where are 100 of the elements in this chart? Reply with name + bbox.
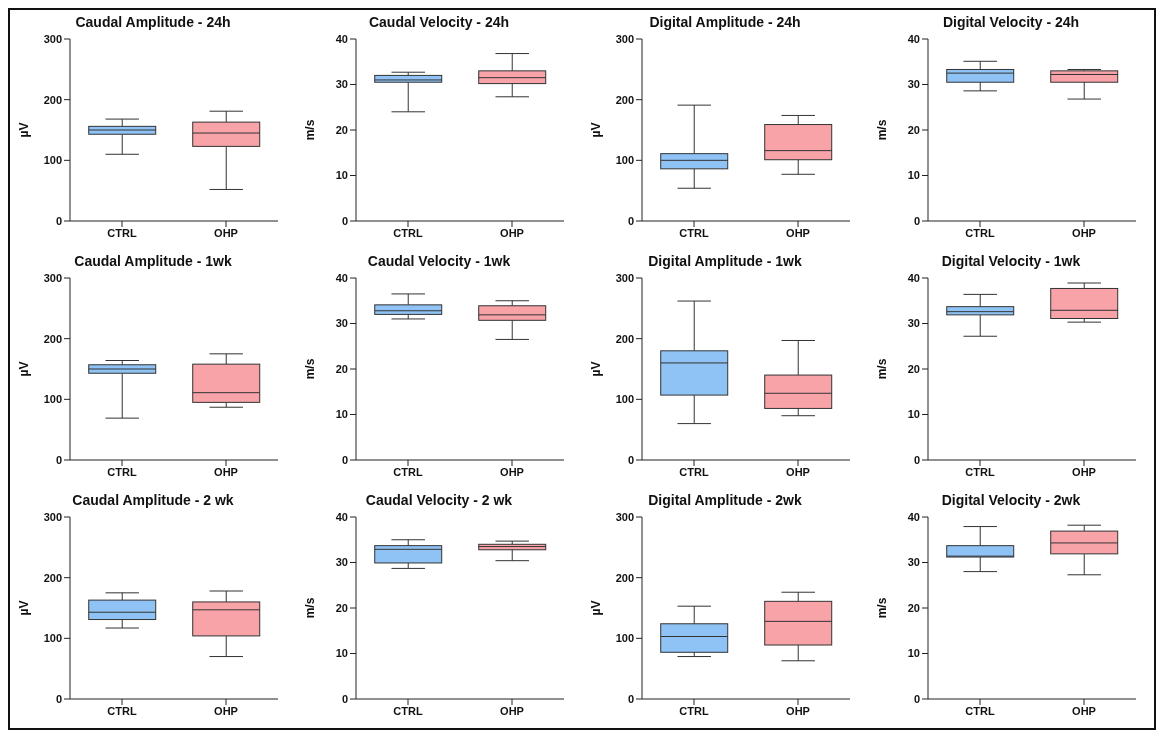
y-tick-label: 100 bbox=[615, 393, 634, 406]
y-tick-label: 100 bbox=[43, 393, 62, 406]
y-tick-label: 10 bbox=[907, 408, 920, 421]
y-tick-label: 0 bbox=[55, 693, 62, 706]
y-tick-label: 10 bbox=[335, 169, 348, 182]
x-tick-label: OHP bbox=[500, 705, 524, 718]
figure-frame: Caudal Amplitude - 24h CTRL OHP 0 100 200 300 µV Caudal Velocity - 24h CTRL OHP 0 10 20 30 40 m/s Digital Amplitude - 24h CTRL OHP 0 100 200 300 µV Digital Velocity - 24h CTRL OHP 0 10 20 30 40 m/s Caudal Amplitude - 1wk CTRL OHP 0 100 200 300 µV Caudal Velocity - 1wk CTRL OHP 0 10 20 30 40 m/s Digital Amplitude - 1wk CTRL OHP 0 100 200 300 µV Digital Velocity - 1wk CTRL OHP 0 10 20 30 40 m/s Caudal Amplitude - 2 wk CTRL OHP 0 100 200 300 µV Caudal Velocity - 2 wk CTRL OHP 0 10 20 30 40 m/s Digital Amplitude - 2wk CTRL OHP 0 100 200 300 µV Digital Velocity - 2wk CTRL OHP 0 10 20 30 40 m/s bbox=[8, 8, 1156, 730]
y-tick-label: 30 bbox=[335, 556, 348, 569]
x-tick-label: OHP bbox=[1072, 705, 1096, 718]
chart-title: Digital Velocity - 2wk bbox=[940, 491, 1082, 511]
x-tick-label: CTRL bbox=[393, 226, 423, 239]
y-tick-label: 100 bbox=[43, 632, 62, 645]
y-tick-label: 40 bbox=[335, 271, 348, 284]
y-tick-label: 300 bbox=[615, 271, 634, 284]
y-tick-label: 0 bbox=[341, 214, 348, 227]
x-tick-label: OHP bbox=[1072, 465, 1096, 478]
x-tick-label: CTRL bbox=[679, 705, 709, 718]
y-axis-title: µV bbox=[589, 600, 604, 616]
x-tick-label: OHP bbox=[786, 465, 810, 478]
y-tick-label: 0 bbox=[913, 453, 920, 466]
y-tick-label: 20 bbox=[907, 123, 920, 136]
y-tick-label: 20 bbox=[907, 602, 920, 615]
y-tick-label: 300 bbox=[615, 32, 634, 45]
y-axis-title: m/s bbox=[303, 597, 318, 619]
y-tick-label: 40 bbox=[335, 32, 348, 45]
chart-title: Caudal Velocity - 1wk bbox=[366, 252, 512, 271]
x-tick-label: OHP bbox=[214, 226, 238, 239]
y-tick-label: 0 bbox=[627, 453, 634, 466]
y-axis-title: m/s bbox=[875, 358, 890, 380]
y-tick-label: 200 bbox=[43, 93, 62, 106]
chart-title: Caudal Amplitude - 1wk bbox=[73, 252, 233, 271]
y-tick-label: 30 bbox=[335, 78, 348, 91]
chart-title: Digital Velocity - 24h bbox=[941, 12, 1081, 32]
y-axis-title: µV bbox=[17, 361, 32, 377]
x-tick-label: OHP bbox=[786, 705, 810, 718]
y-axis-title: µV bbox=[589, 361, 604, 377]
y-tick-label: 40 bbox=[907, 32, 920, 45]
x-tick-label: CTRL bbox=[965, 705, 995, 718]
y-tick-label: 10 bbox=[907, 647, 920, 660]
x-tick-label: CTRL bbox=[393, 705, 423, 718]
y-tick-label: 0 bbox=[627, 693, 634, 706]
y-tick-label: 30 bbox=[907, 78, 920, 91]
x-tick-label: CTRL bbox=[679, 226, 709, 239]
x-tick-label: OHP bbox=[786, 226, 810, 239]
y-tick-label: 20 bbox=[907, 362, 920, 375]
y-axis-title: µV bbox=[589, 122, 604, 138]
y-axis-title: µV bbox=[17, 122, 32, 138]
y-tick-label: 200 bbox=[43, 571, 62, 584]
chart-title: Caudal Amplitude - 2 wk bbox=[71, 491, 235, 511]
x-tick-label: OHP bbox=[500, 226, 524, 239]
chart-title: Digital Amplitude - 2wk bbox=[647, 491, 803, 511]
y-tick-label: 200 bbox=[43, 332, 62, 345]
y-tick-label: 200 bbox=[615, 93, 634, 106]
y-tick-label: 10 bbox=[907, 169, 920, 182]
chart-title: Caudal Velocity - 2 wk bbox=[364, 491, 514, 511]
y-axis-title: m/s bbox=[875, 119, 890, 140]
x-tick-label: CTRL bbox=[965, 226, 995, 239]
x-tick-label: OHP bbox=[1072, 226, 1096, 239]
y-tick-label: 20 bbox=[335, 123, 348, 136]
y-axis-title: m/s bbox=[303, 119, 318, 140]
y-axis-title: µV bbox=[17, 600, 32, 616]
chart-title: Caudal Amplitude - 24h bbox=[74, 12, 232, 32]
y-tick-label: 300 bbox=[43, 32, 62, 45]
y-tick-label: 20 bbox=[335, 362, 348, 375]
x-tick-label: OHP bbox=[500, 465, 524, 478]
y-tick-label: 300 bbox=[43, 511, 62, 524]
x-tick-label: CTRL bbox=[107, 226, 137, 239]
y-tick-label: 0 bbox=[341, 693, 348, 706]
y-tick-label: 100 bbox=[43, 153, 62, 166]
y-tick-label: 30 bbox=[907, 317, 920, 330]
x-tick-label: OHP bbox=[214, 465, 238, 478]
y-tick-label: 200 bbox=[615, 571, 634, 584]
chart-title: Caudal Velocity - 24h bbox=[367, 12, 511, 32]
y-tick-label: 0 bbox=[913, 214, 920, 227]
y-tick-label: 300 bbox=[43, 271, 62, 284]
x-tick-label: CTRL bbox=[965, 465, 995, 478]
x-tick-label: CTRL bbox=[393, 465, 423, 478]
x-tick-label: CTRL bbox=[107, 705, 137, 718]
y-tick-label: 10 bbox=[335, 408, 348, 421]
y-tick-label: 0 bbox=[627, 214, 634, 227]
y-axis-title: m/s bbox=[303, 358, 318, 380]
y-tick-label: 100 bbox=[615, 632, 634, 645]
y-tick-label: 0 bbox=[913, 693, 920, 706]
y-tick-label: 10 bbox=[335, 647, 348, 660]
y-tick-label: 100 bbox=[615, 153, 634, 166]
y-tick-label: 40 bbox=[907, 511, 920, 524]
y-tick-label: 300 bbox=[615, 511, 634, 524]
y-axis-title: m/s bbox=[875, 597, 890, 619]
x-tick-label: OHP bbox=[214, 705, 238, 718]
y-tick-label: 40 bbox=[907, 271, 920, 284]
chart-title: Digital Amplitude - 1wk bbox=[647, 252, 803, 271]
chart-title: Digital Amplitude - 24h bbox=[648, 12, 802, 32]
y-tick-label: 0 bbox=[55, 453, 62, 466]
y-tick-label: 0 bbox=[341, 453, 348, 466]
x-tick-label: CTRL bbox=[107, 465, 137, 478]
y-tick-label: 200 bbox=[615, 332, 634, 345]
x-tick-label: CTRL bbox=[679, 465, 709, 478]
y-tick-label: 0 bbox=[55, 214, 62, 227]
chart-title: Digital Velocity - 1wk bbox=[940, 252, 1082, 271]
y-tick-label: 40 bbox=[335, 511, 348, 524]
